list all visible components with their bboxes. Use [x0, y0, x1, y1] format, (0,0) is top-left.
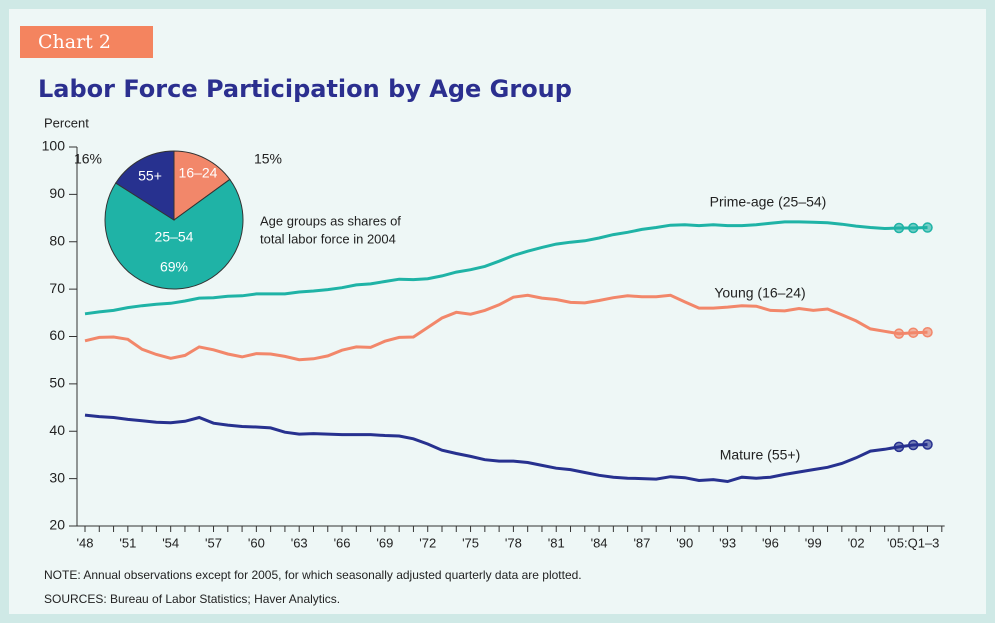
series-line — [84, 220, 928, 316]
slice-label: 16–24 — [179, 165, 218, 181]
source: SOURCES: Bureau of Labor Statistics; Hav… — [44, 592, 340, 606]
slice-value: 15% — [254, 151, 282, 167]
slice-label: 25–54 — [155, 229, 194, 245]
x-tick-label: '84 — [591, 535, 608, 550]
y-tick-label: 70 — [49, 280, 65, 296]
y-tick-label: 80 — [49, 232, 65, 248]
x-tick-label: '54 — [162, 535, 179, 550]
y-axis-label: Percent — [44, 115, 89, 130]
x-tick-label: '93 — [719, 535, 736, 550]
x-tick-label: '96 — [762, 535, 779, 550]
tag-box — [20, 26, 153, 58]
slice-value: 16% — [74, 151, 102, 167]
chart-title: Labor Force Participation by Age Group — [38, 75, 572, 103]
pie-caption: Age groups as shares of — [260, 213, 401, 228]
slice-label: 55+ — [138, 168, 162, 184]
y-tick-label: 50 — [49, 375, 65, 391]
y-tick-label: 100 — [42, 138, 66, 154]
quarter-point — [893, 328, 905, 339]
chart-tag: Chart 2 — [38, 31, 111, 53]
series-label: Young (16–24) — [714, 285, 805, 301]
x-tick-label: '57 — [205, 535, 222, 550]
series-line — [84, 413, 928, 484]
x-tick-label: '81 — [548, 535, 565, 550]
x-tick-label: '78 — [505, 535, 522, 550]
x-tick-label: '48 — [77, 535, 94, 550]
quarter-point — [907, 327, 919, 338]
y-tick-label: 20 — [49, 517, 65, 533]
slice-value: 69% — [160, 259, 188, 275]
x-tick-label: '02 — [848, 535, 865, 550]
x-tick-label: '05:Q1–3 — [887, 535, 939, 550]
pie-slice — [115, 150, 175, 221]
quarter-point — [907, 222, 919, 234]
quarter-point — [907, 439, 919, 451]
x-tick-label: '69 — [376, 535, 393, 550]
quarter-point — [922, 439, 933, 450]
x-tick-label: '72 — [419, 535, 436, 550]
quarter-point — [922, 222, 933, 233]
pie-caption: total labor force in 2004 — [260, 231, 396, 246]
x-tick-label: '60 — [248, 535, 265, 550]
series-label: Prime-age (25–54) — [710, 194, 827, 210]
x-tick-label: '75 — [462, 535, 479, 550]
series-label: Mature (55+) — [720, 447, 801, 463]
x-tick-label: '90 — [676, 535, 693, 550]
y-tick-label: 90 — [49, 185, 65, 201]
x-tick-label: '51 — [119, 535, 136, 550]
y-tick-label: 60 — [49, 327, 65, 343]
y-tick-label: 30 — [49, 469, 65, 485]
y-tick-label: 40 — [49, 422, 65, 438]
panel — [9, 9, 986, 614]
pie-slice — [173, 150, 231, 221]
series-line — [84, 293, 928, 362]
quarter-point — [893, 222, 905, 234]
quarter-point — [922, 326, 933, 338]
x-tick-label: '63 — [291, 535, 308, 550]
x-tick-label: '87 — [633, 535, 650, 550]
x-tick-label: '66 — [334, 535, 351, 550]
pie-slice — [104, 178, 244, 290]
x-tick-label: '99 — [805, 535, 822, 550]
quarter-point — [893, 441, 905, 453]
note: NOTE: Annual observations except for 200… — [44, 568, 582, 582]
